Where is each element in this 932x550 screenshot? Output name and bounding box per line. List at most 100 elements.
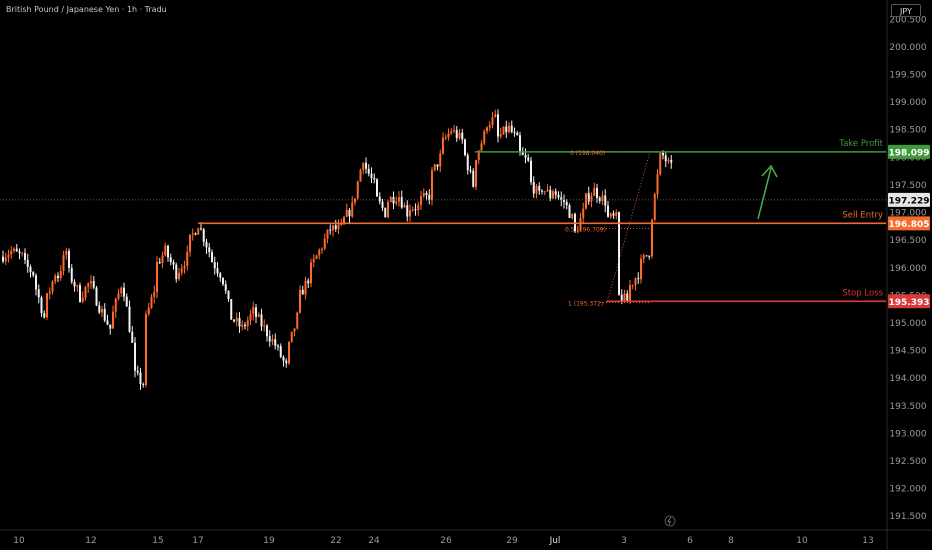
candle-body <box>370 173 373 179</box>
candle-body <box>54 275 57 282</box>
candle-body <box>656 174 659 195</box>
candle-body <box>403 205 406 208</box>
arrow-shaft <box>757 167 772 220</box>
candle-body <box>21 252 24 254</box>
candle-body <box>541 190 543 192</box>
candle-body <box>510 125 513 133</box>
candle-body <box>367 168 370 174</box>
candle-body <box>213 262 216 269</box>
candle-body <box>505 126 508 133</box>
time-axis[interactable]: 10 12 15 17 19 22 24 26 29 Jul 3 6 8 10 13 <box>0 529 932 546</box>
candle-body <box>235 317 238 322</box>
candle-body <box>530 160 532 182</box>
candle-body <box>263 325 266 327</box>
time-tick-label: 24 <box>368 536 380 546</box>
candle-body <box>312 258 315 263</box>
candle-body <box>376 179 378 197</box>
candle-body <box>241 324 244 327</box>
candle-body <box>453 130 455 132</box>
candle-body <box>620 294 623 302</box>
time-tick-label: 10 <box>13 536 25 546</box>
candle-body <box>384 207 387 218</box>
candle-body <box>648 255 651 257</box>
take-profit-price-tag-bg <box>888 144 930 159</box>
candle-body <box>337 224 340 230</box>
candle-body <box>428 194 431 201</box>
candle-body <box>15 248 18 252</box>
candle-body <box>59 271 62 279</box>
candle-body <box>395 201 398 204</box>
candle-body <box>145 314 147 385</box>
candle-body <box>664 155 667 162</box>
candle-body <box>128 306 131 332</box>
candle-body <box>568 205 571 218</box>
target-arrow <box>757 164 778 220</box>
candle-body <box>642 255 645 259</box>
price-tick-label: 197.000 <box>889 209 926 219</box>
candle-body <box>596 187 598 198</box>
candle-body <box>222 277 224 285</box>
candle-body <box>348 209 351 217</box>
candle-body <box>499 134 502 137</box>
time-tick-label: 22 <box>330 536 341 546</box>
candle-body <box>180 268 183 273</box>
candle-body <box>70 267 73 282</box>
price-tick-label: 192.000 <box>889 485 926 495</box>
candle-body <box>2 256 4 262</box>
candle-body <box>101 308 103 313</box>
fib-level-label: 0.5 (196.709) <box>565 227 606 234</box>
candle-body <box>535 186 538 194</box>
candle-body <box>158 262 161 264</box>
price-tick-label: 192.500 <box>889 457 926 467</box>
candle-body <box>670 159 673 163</box>
candle-body <box>538 186 541 191</box>
candle-body <box>436 164 439 167</box>
candle-body <box>494 114 497 117</box>
candle-body <box>274 339 277 346</box>
candle-body <box>46 293 48 318</box>
candle-body <box>191 233 194 235</box>
candle-body <box>244 324 246 327</box>
candle-body <box>549 189 552 199</box>
candle-body <box>326 229 329 239</box>
candle-body <box>411 209 414 211</box>
take-profit-price-tag-text: 198.099 <box>889 148 930 158</box>
take-profit-label: Take Profit <box>838 139 883 149</box>
overlays-layer: Take Profit Sell Entry Stop Loss 0 (198.040… <box>0 139 886 527</box>
candle-body <box>598 197 601 201</box>
candle-body <box>29 266 32 273</box>
candle-body <box>194 233 197 235</box>
candle-body <box>293 328 296 332</box>
candle-body <box>521 151 524 156</box>
price-tick-label: 199.000 <box>889 98 926 108</box>
candle-body <box>590 195 593 202</box>
candle-body <box>35 275 37 290</box>
stop-loss-price-tag-text: 195.393 <box>889 298 930 308</box>
candle-body <box>81 297 84 302</box>
candle-body <box>623 293 626 302</box>
candle-body <box>112 311 114 329</box>
candle-body <box>208 247 211 253</box>
candle-body <box>40 297 43 314</box>
candle-body <box>662 152 664 156</box>
candle-body <box>365 162 367 169</box>
candle-body <box>483 131 486 144</box>
candle-body <box>618 212 620 295</box>
current-price-tag-text: 197.229 <box>889 196 930 206</box>
currency-button[interactable]: JPY <box>891 4 921 17</box>
candle-body <box>103 308 106 321</box>
candle-body <box>73 281 76 287</box>
candle-body <box>296 312 299 329</box>
candle-body <box>444 137 447 139</box>
candle-body <box>315 255 318 259</box>
candle-body <box>607 205 609 217</box>
time-tick-label: 26 <box>440 536 452 546</box>
candle-body <box>290 331 293 342</box>
price-axis[interactable]: 191.500 192.000 192.500 193.000 193.500 194.0… <box>886 0 930 550</box>
candle-body <box>13 248 15 251</box>
candle-body <box>398 197 400 202</box>
price-tick-label: 199.500 <box>889 71 926 81</box>
sell-entry-label: Sell Entry <box>842 210 883 220</box>
candle-body <box>48 291 51 294</box>
